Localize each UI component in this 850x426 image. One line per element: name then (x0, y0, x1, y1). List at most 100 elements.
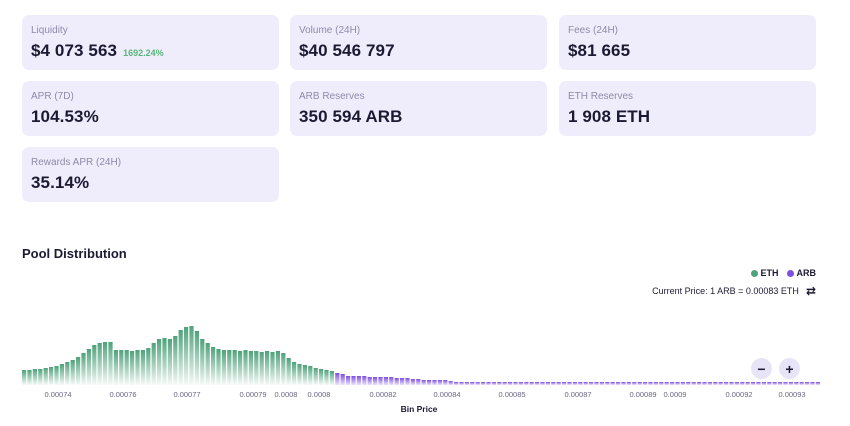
zoom-out-button[interactable]: − (751, 358, 772, 379)
arb-bar (373, 377, 378, 385)
eth-bar (167, 339, 172, 385)
stat-card-arb-reserves: ARB Reserves 350 594 ARB (290, 81, 547, 136)
chart-legend: ETH ARB (750, 268, 816, 278)
x-tick-label: 0.00084 (433, 390, 460, 399)
eth-bar (216, 349, 221, 385)
arb-bar (464, 382, 469, 385)
eth-bar (130, 351, 135, 385)
eth-bar (329, 371, 334, 385)
eth-bar (302, 365, 307, 385)
arb-bar (448, 381, 453, 385)
eth-bar (151, 343, 156, 385)
eth-bar (65, 362, 70, 385)
arb-bar (724, 382, 729, 385)
swap-arrows-icon[interactable]: ⇄ (805, 284, 816, 298)
eth-bar (43, 368, 48, 385)
arb-bar (367, 377, 372, 385)
arb-bar (653, 382, 658, 385)
eth-bar (157, 339, 162, 385)
eth-bar (238, 351, 243, 385)
arb-bar (659, 382, 664, 385)
eth-bar (27, 370, 32, 385)
eth-bar (308, 366, 313, 385)
eth-bar (54, 366, 59, 385)
eth-bar (281, 353, 286, 385)
arb-bar (545, 382, 550, 385)
arb-bar (632, 382, 637, 385)
arb-bar (734, 382, 739, 385)
arb-bar (551, 382, 556, 385)
arb-bar (572, 382, 577, 385)
eth-bar (232, 350, 237, 385)
arb-bar (761, 382, 766, 385)
arb-bar (740, 382, 745, 385)
arb-bar (626, 382, 631, 385)
arb-bar (410, 379, 415, 385)
arb-bar (745, 382, 750, 385)
x-tick-label: 0.0008 (308, 390, 331, 399)
arb-bar (616, 382, 621, 385)
eth-bar (243, 350, 248, 385)
arb-bar (788, 382, 793, 385)
eth-bar (86, 349, 91, 385)
eth-bar (248, 351, 253, 385)
eth-bar (259, 352, 264, 385)
pool-distribution-title: Pool Distribution (22, 246, 127, 261)
arb-bar (535, 382, 540, 385)
eth-bar (270, 352, 275, 385)
eth-bar (221, 350, 226, 385)
x-tick-label: 0.00082 (369, 390, 396, 399)
arb-bar (799, 382, 804, 385)
stat-card-fees: Fees (24H) $81 665 (559, 15, 816, 70)
eth-bar (205, 343, 210, 385)
arb-bar (756, 382, 761, 385)
current-price-row: Current Price: 1 ARB = 0.00083 ETH ⇄ (652, 284, 816, 298)
arb-bar (340, 374, 345, 385)
arb-bar (583, 382, 588, 385)
stat-label: Rewards APR (24H) (31, 157, 122, 168)
eth-bar (211, 347, 216, 385)
eth-bar (49, 367, 54, 385)
x-tick-label: 0.00092 (725, 390, 752, 399)
x-axis-label: Bin Price (401, 404, 438, 414)
eth-bar (265, 351, 270, 385)
eth-bar (103, 342, 108, 385)
eth-bar (119, 350, 124, 385)
x-tick-label: 0.00085 (498, 390, 525, 399)
pool-distribution-chart: 0.00074 0.00076 0.00077 0.00079 0.0008 0.0008… (22, 326, 820, 414)
x-tick-label: 0.00087 (564, 390, 591, 399)
stat-value: 35.14% (31, 173, 90, 192)
arb-bar (621, 382, 626, 385)
eth-bar (313, 368, 318, 385)
eth-bar (32, 369, 37, 385)
eth-bar (22, 370, 27, 385)
arb-bar (400, 378, 405, 385)
eth-bar (292, 362, 297, 385)
arb-bar (713, 382, 718, 385)
arb-bar (605, 382, 610, 385)
arb-dot-icon (786, 269, 794, 277)
arb-bar (562, 382, 567, 385)
eth-bar (173, 336, 178, 385)
eth-bar (297, 364, 302, 385)
arb-bar (686, 382, 691, 385)
eth-bar (286, 358, 291, 385)
arb-bar (805, 382, 810, 385)
arb-bar (556, 382, 561, 385)
stat-value: 350 594 ARB (299, 107, 403, 126)
eth-bar (124, 350, 129, 385)
arb-bar (707, 382, 712, 385)
stat-label: Volume (24H) (299, 25, 361, 36)
arb-bar (470, 382, 475, 385)
eth-bar (59, 364, 64, 385)
arb-bar (567, 382, 572, 385)
eth-bar (97, 343, 102, 385)
zoom-in-button[interactable]: + (779, 358, 800, 379)
x-tick-label: 0.00077 (173, 390, 200, 399)
stat-label: ETH Reserves (568, 91, 634, 102)
arb-bar (508, 382, 513, 385)
stat-value: $81 665 (568, 41, 631, 60)
eth-dot-icon (750, 269, 758, 277)
arb-bar (437, 380, 442, 385)
arb-bar (778, 382, 783, 385)
